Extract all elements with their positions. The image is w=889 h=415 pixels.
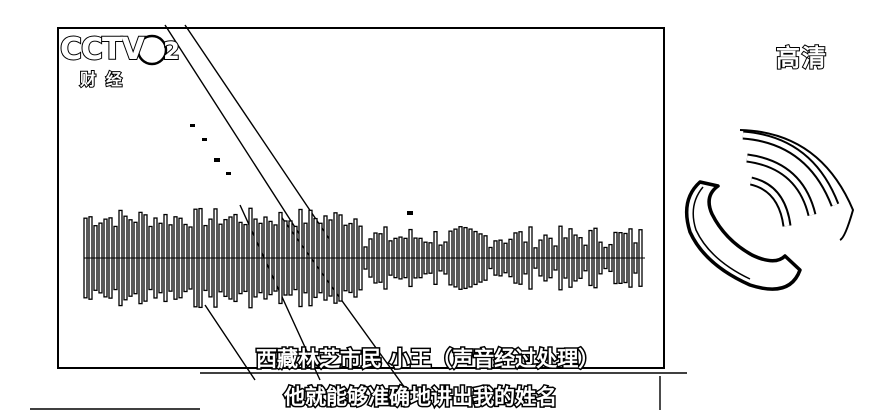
phone-ringing-icon — [684, 129, 855, 291]
channel-name: 财经 — [79, 69, 133, 90]
logo-text: CCTV — [59, 31, 146, 68]
dust-marks — [190, 124, 413, 215]
caption-rules — [30, 372, 687, 410]
video-inner-border — [57, 27, 665, 369]
audio-waveform-icon — [83, 207, 645, 309]
channel-number-ring — [136, 34, 168, 66]
channel-number: 2 — [162, 36, 181, 66]
hd-badge: 高清 — [775, 43, 828, 73]
cctv-logo: CCTV 2 — [59, 31, 181, 68]
caption-line: 他就能够准确地讲出我的姓名 — [283, 384, 559, 411]
caption-speaker: 西藏林芝市民 小王（声音经过处理） — [254, 346, 600, 373]
